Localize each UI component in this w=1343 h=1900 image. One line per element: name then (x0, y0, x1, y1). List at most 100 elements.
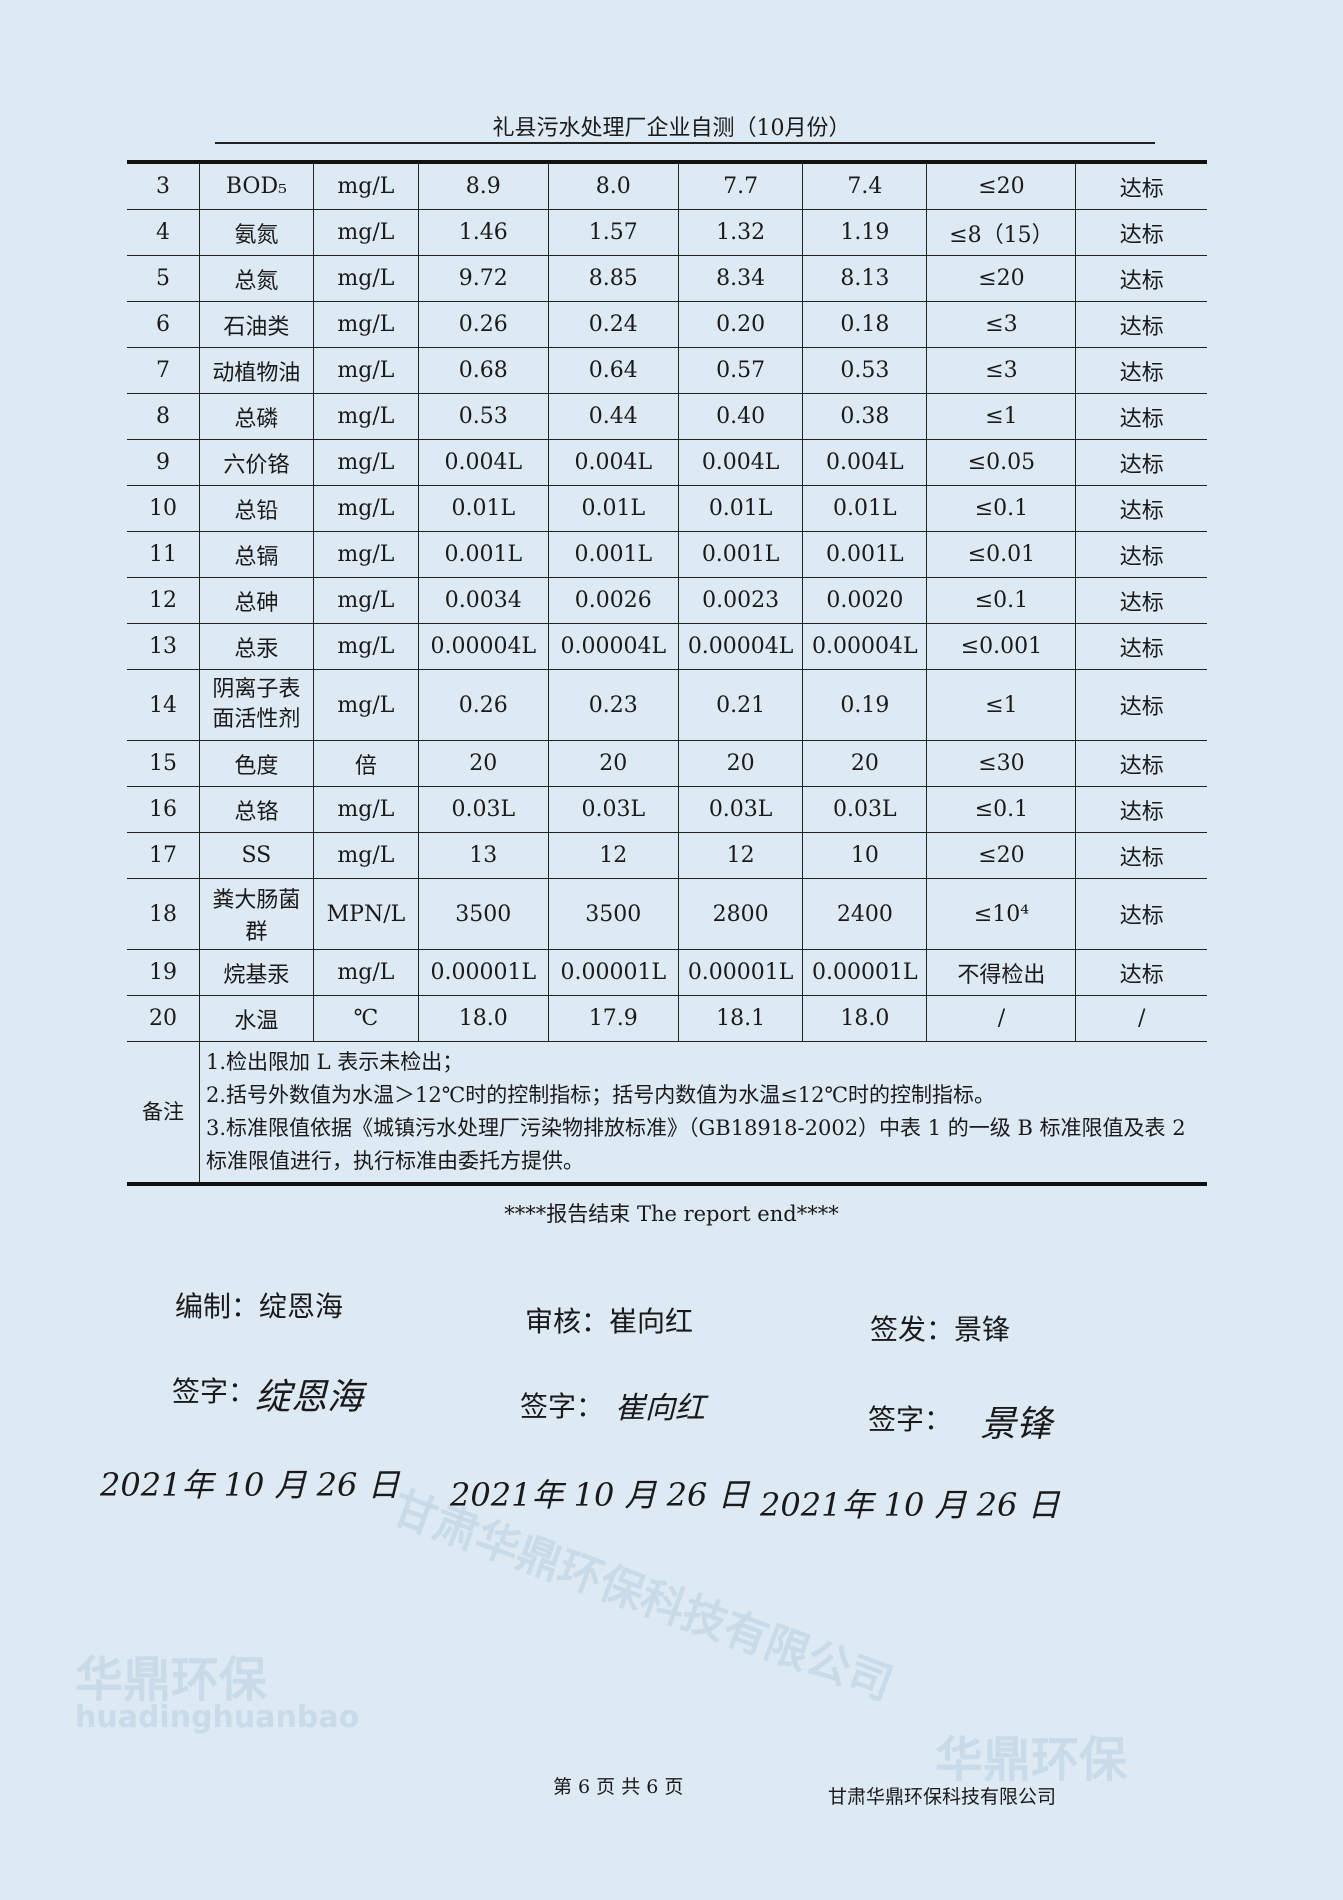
row-number: 7 (127, 347, 200, 394)
signature-2: 崔向红 (615, 1391, 705, 1426)
value-2: 8.85 (547, 255, 680, 302)
value-3: 0.0023 (677, 577, 804, 624)
table-row: 19 烷基汞 mg/L 0.00001L 0.00001L 0.00001L 0.00001… (127, 949, 1207, 996)
value-1: 3500 (418, 878, 549, 950)
unit: mg/L (312, 301, 420, 348)
evaluation-result: 达标 (1075, 393, 1207, 440)
table-row: 6 石油类 mg/L 0.26 0.24 0.20 0.18 ≤3 达标 (127, 301, 1207, 348)
watermark-logo: 华鼎环保 (75, 1652, 268, 1708)
reviewed-by: 审核：崔向红 (525, 1305, 694, 1338)
evaluation-result: 达标 (1075, 623, 1207, 670)
item-name: 总磷 (198, 393, 314, 440)
standard-limit: ≤0.1 (926, 786, 1077, 833)
unit: mg/L (312, 531, 420, 578)
evaluation-result: 达标 (1075, 878, 1207, 950)
watermark-logo: 华鼎环保 (935, 1732, 1128, 1788)
row-number: 5 (127, 255, 200, 302)
standard-limit: ≤1 (926, 669, 1077, 741)
value-1: 0.001L (418, 531, 549, 578)
value-1: 13 (418, 832, 549, 879)
unit: mg/L (312, 393, 420, 440)
value-3: 0.40 (677, 393, 804, 440)
date-3: 2021年 10 月 26 日 (760, 1486, 1060, 1524)
value-4: 0.03L (802, 786, 928, 833)
value-1: 0.004L (418, 439, 549, 486)
value-4: 0.38 (802, 393, 928, 440)
row-number: 11 (127, 531, 200, 578)
row-number: 8 (127, 393, 200, 440)
unit: mg/L (312, 669, 420, 741)
standard-limit: ≤0.01 (926, 531, 1077, 578)
row-number: 10 (127, 485, 200, 532)
standard-limit: ≤20 (926, 255, 1077, 302)
unit: mg/L (312, 577, 420, 624)
evaluation-result: 达标 (1075, 439, 1207, 486)
item-name: 总镉 (198, 531, 314, 578)
remark-item: 2.括号外数值为水温＞12℃时的控制指标；括号内数值为水温≤12℃时的控制指标。 (205, 1083, 996, 1107)
value-1: 0.68 (418, 347, 549, 394)
table-row: 16 总铬 mg/L 0.03L 0.03L 0.03L 0.03L ≤0.1 达标 (127, 786, 1207, 833)
table-row: 4 氨氮 mg/L 1.46 1.57 1.32 1.19 ≤8（15） 达标 (127, 209, 1207, 256)
standard-limit: ≤8（15） (926, 209, 1077, 256)
unit: ℃ (312, 995, 420, 1042)
value-4: 18.0 (802, 995, 928, 1042)
unit: mg/L (312, 485, 420, 532)
table-row: 5 总氮 mg/L 9.72 8.85 8.34 8.13 ≤20 达标 (127, 255, 1207, 302)
row-number: 12 (127, 577, 200, 624)
row-number: 6 (127, 301, 200, 348)
standard-limit: ≤0.05 (926, 439, 1077, 486)
value-1: 0.0034 (418, 577, 549, 624)
table-row: 7 动植物油 mg/L 0.68 0.64 0.57 0.53 ≤3 达标 (127, 347, 1207, 394)
unit: mg/L (312, 160, 420, 210)
value-4: 10 (802, 832, 928, 879)
item-name: 总铬 (198, 786, 314, 833)
row-number: 19 (127, 949, 200, 996)
value-1: 1.46 (418, 209, 549, 256)
row-number: 15 (127, 740, 200, 787)
value-3: 0.57 (677, 347, 804, 394)
evaluation-result: 达标 (1075, 786, 1207, 833)
table-row: 12 总砷 mg/L 0.0034 0.0026 0.0023 0.0020 ≤0.1 达标 (127, 577, 1207, 624)
value-2: 17.9 (547, 995, 680, 1042)
value-2: 0.001L (547, 531, 680, 578)
value-3: 1.32 (677, 209, 804, 256)
value-2: 0.03L (547, 786, 680, 833)
date-2: 2021年 10 月 26 日 (450, 1476, 750, 1514)
value-1: 0.01L (418, 485, 549, 532)
value-2: 0.23 (547, 669, 680, 741)
table-row: 14 阴离子表面活性剂 mg/L 0.26 0.23 0.21 0.19 ≤1 达标 (127, 669, 1207, 741)
row-number: 13 (127, 623, 200, 670)
unit: mg/L (312, 255, 420, 302)
unit: mg/L (312, 209, 420, 256)
watermark-pinyin: huadinghuanbao (75, 1700, 360, 1735)
value-2: 0.0026 (547, 577, 680, 624)
value-2: 20 (547, 740, 680, 787)
value-3: 0.20 (677, 301, 804, 348)
value-2: 0.00001L (547, 949, 680, 996)
standard-limit: / (926, 995, 1077, 1042)
value-4: 0.00004L (802, 623, 928, 670)
sign-label: 签字： (868, 1403, 953, 1436)
row-number: 3 (127, 160, 200, 210)
value-2: 0.004L (547, 439, 680, 486)
evaluation-result: 达标 (1075, 160, 1207, 210)
title-divider (215, 142, 1155, 144)
value-4: 7.4 (802, 160, 928, 210)
results-table: 3 BOD₅ mg/L 8.9 8.0 7.7 7.4 ≤20 达标 4 氨氮 mg/L 1.46 1.5… (127, 160, 1207, 1186)
value-3: 20 (677, 740, 804, 787)
evaluation-result: 达标 (1075, 485, 1207, 532)
unit: mg/L (312, 949, 420, 996)
table-row: 17 SS mg/L 13 12 12 10 ≤20 达标 (127, 832, 1207, 879)
evaluation-result: / (1075, 995, 1207, 1042)
item-name: 总汞 (198, 623, 314, 670)
value-1: 20 (418, 740, 549, 787)
table-row: 15 色度倍 20 20 20 20 ≤30 达标 (127, 740, 1207, 787)
evaluation-result: 达标 (1075, 347, 1207, 394)
item-name: 氨氮 (198, 209, 314, 256)
item-name: 阴离子表面活性剂 (198, 669, 314, 741)
value-1: 18.0 (418, 995, 549, 1042)
item-name: SS (198, 832, 314, 879)
evaluation-result: 达标 (1075, 255, 1207, 302)
value-2: 0.44 (547, 393, 680, 440)
standard-limit: ≤30 (926, 740, 1077, 787)
